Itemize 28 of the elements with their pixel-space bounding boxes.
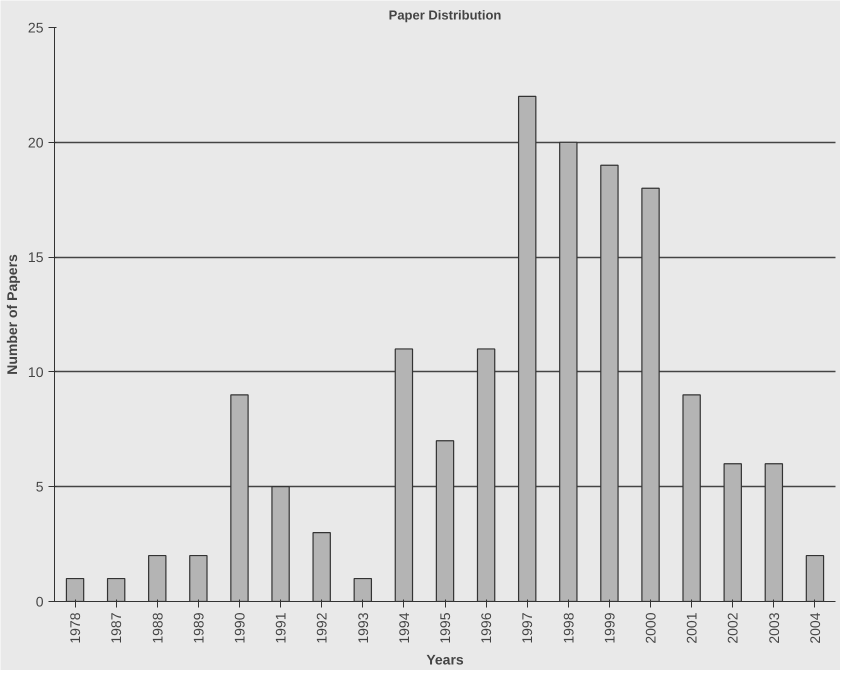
x-tick-label: 1998 bbox=[560, 612, 576, 644]
x-tick-label: 2001 bbox=[684, 612, 700, 644]
x-tick-label: 2004 bbox=[806, 612, 823, 644]
x-tick-label: 1993 bbox=[354, 612, 371, 644]
x-tick-label: 1987 bbox=[108, 612, 124, 644]
x-tick-label: 2000 bbox=[642, 612, 659, 644]
x-tick-label: 2002 bbox=[724, 612, 741, 644]
x-tick-label: 1996 bbox=[478, 612, 494, 644]
x-tick-label: 1992 bbox=[314, 612, 330, 644]
x-tick-label: 1997 bbox=[519, 612, 536, 644]
x-tick-label: 1999 bbox=[601, 612, 618, 644]
y-tick-label: 20 bbox=[28, 134, 44, 150]
x-tick-label: 1989 bbox=[190, 612, 206, 644]
x-tick-label: 2003 bbox=[766, 612, 782, 644]
x-tick-label: 1991 bbox=[272, 612, 289, 644]
x-tick-label: 1994 bbox=[396, 612, 412, 644]
y-tick-label: 5 bbox=[36, 478, 44, 495]
y-axis-title: Number of Papers bbox=[4, 254, 20, 375]
y-tick-label: 10 bbox=[28, 364, 44, 380]
y-tick-label: 25 bbox=[28, 20, 44, 36]
y-tick-label: 0 bbox=[36, 594, 44, 610]
x-tick-label: 1995 bbox=[437, 612, 453, 644]
x-tick-label: 1988 bbox=[149, 612, 166, 644]
x-axis-title: Years bbox=[426, 652, 464, 668]
x-tick-label: 1990 bbox=[231, 612, 248, 644]
y-tick-label: 15 bbox=[28, 249, 44, 266]
chart-title: Paper Distribution bbox=[388, 8, 502, 22]
x-tick-label: 1978 bbox=[67, 612, 84, 644]
